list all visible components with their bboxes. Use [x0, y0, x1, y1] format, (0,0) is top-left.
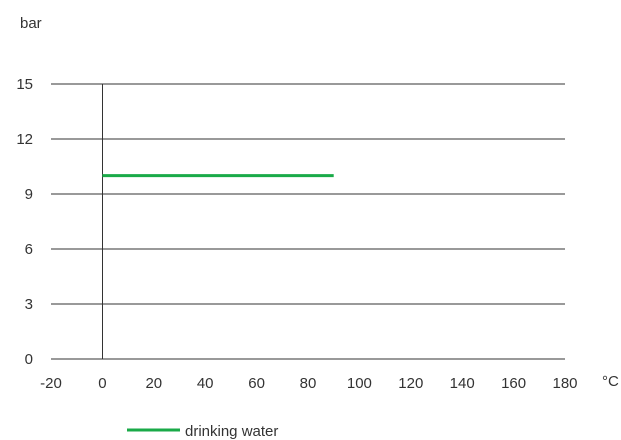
x-tick-label-160: 160	[501, 375, 526, 392]
y-tick-label-12: 12	[16, 131, 33, 148]
legend-label-drinking-water: drinking water	[185, 423, 278, 440]
y-tick-label-9: 9	[25, 186, 33, 203]
x-tick-label-180: 180	[552, 375, 577, 392]
y-axis-title: bar	[20, 15, 42, 32]
y-tick-label-0: 0	[25, 351, 33, 368]
x-tick-label--20: -20	[40, 375, 62, 392]
x-tick-label-100: 100	[347, 375, 372, 392]
legend: drinking water	[127, 423, 278, 440]
x-tick-label-80: 80	[300, 375, 317, 392]
x-tick-labels: -20 0 20 40 60 80 100 120 140 160 180	[40, 375, 577, 392]
y-tick-label-3: 3	[25, 296, 33, 313]
x-tick-label-40: 40	[197, 375, 214, 392]
x-tick-label-20: 20	[145, 375, 162, 392]
x-tick-label-140: 140	[450, 375, 475, 392]
x-tick-label-60: 60	[248, 375, 265, 392]
gridlines	[51, 83, 565, 360]
x-tick-label-120: 120	[398, 375, 423, 392]
y-tick-label-6: 6	[25, 241, 33, 258]
y-tick-labels: 0 3 6 9 12 15	[16, 76, 33, 368]
x-tick-label-0: 0	[98, 375, 106, 392]
y-tick-label-15: 15	[16, 76, 33, 93]
x-axis-title: °C	[602, 373, 619, 390]
